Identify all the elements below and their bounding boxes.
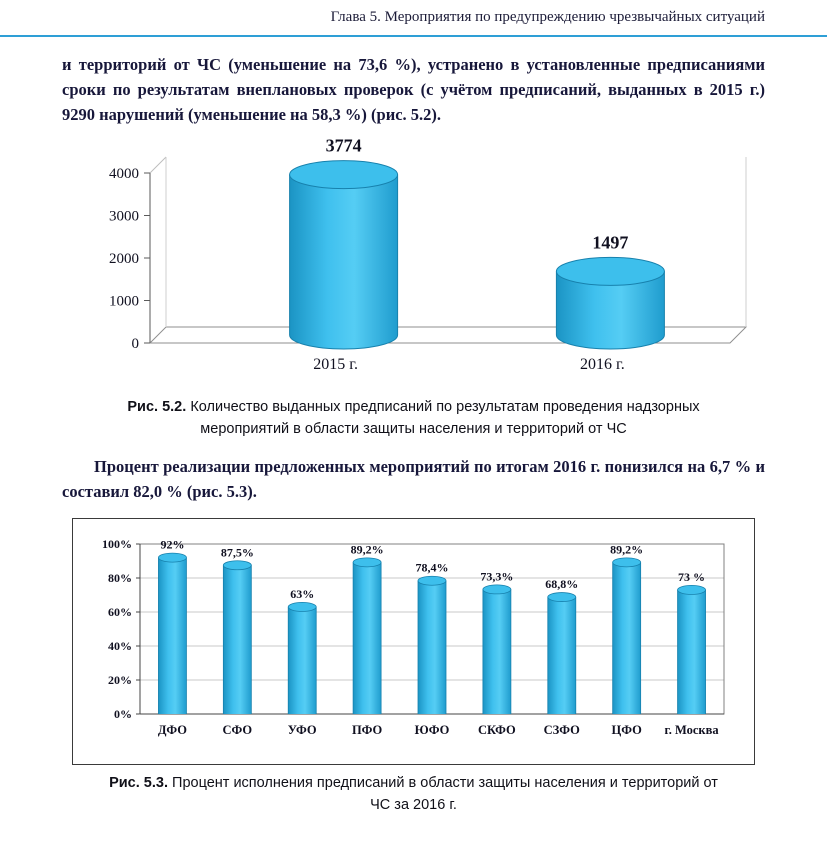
x-category-label: СКФО <box>478 723 516 737</box>
bar-value-label: 78,4% <box>416 561 449 575</box>
x-category-label: ПФО <box>352 723 383 737</box>
bar-value-label: 68,8% <box>545 577 578 591</box>
cylinder-top <box>352 557 382 568</box>
bar-value-label: 89,2% <box>351 543 384 557</box>
cylinder-body <box>482 589 511 715</box>
x-category-label: 2015 г. <box>313 356 358 373</box>
bar-value-label: 63% <box>290 587 314 601</box>
figure-5-2: 0 1000 2000 3000 4000 3774 2015 г. 1497 2016 г. <box>58 133 827 389</box>
x-category-label: ДФО <box>158 723 187 737</box>
x-category-label: СЗФО <box>544 723 581 737</box>
cylinder-bar <box>417 576 447 715</box>
cylinder-body <box>289 174 398 336</box>
cylinder-bar <box>677 585 706 715</box>
cylinder-top <box>547 592 577 603</box>
x-category-label: ЦФО <box>611 723 642 737</box>
y-tick-label: 100% <box>102 537 132 551</box>
figure-5-2-caption-text: Количество выданных предписаний по резул… <box>190 399 700 437</box>
cylinder-bottom-edge <box>289 335 399 350</box>
chapter-title: Глава 5. Мероприятия по предупреждению ч… <box>330 9 765 25</box>
bar-value-label: 3774 <box>326 136 362 156</box>
figure-5-3-caption-text: Процент исполнения предписаний в области… <box>172 775 718 813</box>
chart-5-2-cylinder-chart: 0 1000 2000 3000 4000 3774 2015 г. 1497 2016 г. <box>109 136 748 373</box>
cylinder-body <box>353 562 382 715</box>
bar-value-label: 73,3% <box>480 570 513 584</box>
cylinder-body <box>223 565 252 715</box>
figure-5-3-caption: Рис. 5.3. Процент исполнения предписаний… <box>104 773 724 817</box>
cylinder-top <box>158 552 187 563</box>
x-category-label: СФО <box>223 723 253 737</box>
bar-value-label: 73 % <box>678 570 705 584</box>
x-category-label: г. Москва <box>664 723 719 737</box>
wall-top-edge <box>149 156 167 174</box>
cylinder-body <box>418 580 446 715</box>
header-rule <box>0 35 827 37</box>
figure-5-3-frame: 0% 20% 40% 60% 80% 100% 92% ДФО 87,5% СФО 63% УФО 89… <box>72 518 755 766</box>
cylinder-top <box>612 557 642 568</box>
cylinder-top <box>222 560 252 571</box>
bar-value-label: 1497 <box>592 233 628 253</box>
cylinder-bar <box>287 602 317 715</box>
cylinder-top <box>417 576 447 586</box>
y-tick-label: 40% <box>108 639 132 653</box>
y-tick-label: 4000 <box>109 166 139 182</box>
cylinder-top <box>287 602 317 613</box>
bar-value-label: 92% <box>160 538 184 552</box>
y-tick-label: 3000 <box>109 209 139 225</box>
cylinder-body <box>677 590 706 715</box>
y-tick-label: 1000 <box>109 294 139 310</box>
cylinder-bar <box>289 160 399 350</box>
cylinder-bar <box>612 557 642 715</box>
y-tick-label: 80% <box>108 571 132 585</box>
cylinder-bar <box>547 592 577 715</box>
cylinder-top <box>482 584 512 595</box>
cylinder-bar <box>482 584 512 715</box>
paragraph-2: Процент реализации предложенных мероприя… <box>62 456 765 501</box>
y-tick-label: 0 <box>132 336 140 352</box>
cylinder-bar <box>158 552 187 715</box>
cylinder-body <box>547 597 576 715</box>
cylinder-bar <box>222 560 252 715</box>
y-tick-label: 2000 <box>109 251 139 267</box>
x-category-label: УФО <box>288 723 317 737</box>
cylinder-bottom-edge <box>555 335 665 350</box>
bar-value-label: 87,5% <box>221 546 254 560</box>
cylinder-bar <box>352 557 382 715</box>
y-tick-label: 0% <box>114 707 132 721</box>
cylinder-body <box>158 557 187 715</box>
x-category-label: 2016 г. <box>580 356 625 373</box>
chart-5-3-bar-chart: 0% 20% 40% 60% 80% 100% 92% ДФО 87,5% СФО 63% УФО 89… <box>102 537 725 737</box>
figure-5-3-label: Рис. 5.3. <box>109 775 168 792</box>
x-category-label: ЮФО <box>415 723 450 737</box>
figure-5-2-caption: Рис. 5.2. Количество выданных предписани… <box>104 397 724 441</box>
cylinder-top <box>555 257 665 287</box>
y-tick-label: 60% <box>108 605 132 619</box>
page-header: Глава 5. Мероприятия по предупреждению ч… <box>0 9 827 26</box>
y-tick-label: 20% <box>108 673 132 687</box>
cylinder-bar <box>555 257 665 350</box>
cylinder-top <box>677 585 706 596</box>
cylinder-top <box>289 160 399 190</box>
paragraph-1: и территорий от ЧС (уменьшение на 73,6 %… <box>62 55 765 124</box>
figure-5-2-label: Рис. 5.2. <box>127 399 187 416</box>
cylinder-body <box>288 607 317 715</box>
cylinder-body <box>612 562 641 715</box>
bar-value-label: 89,2% <box>610 543 643 557</box>
